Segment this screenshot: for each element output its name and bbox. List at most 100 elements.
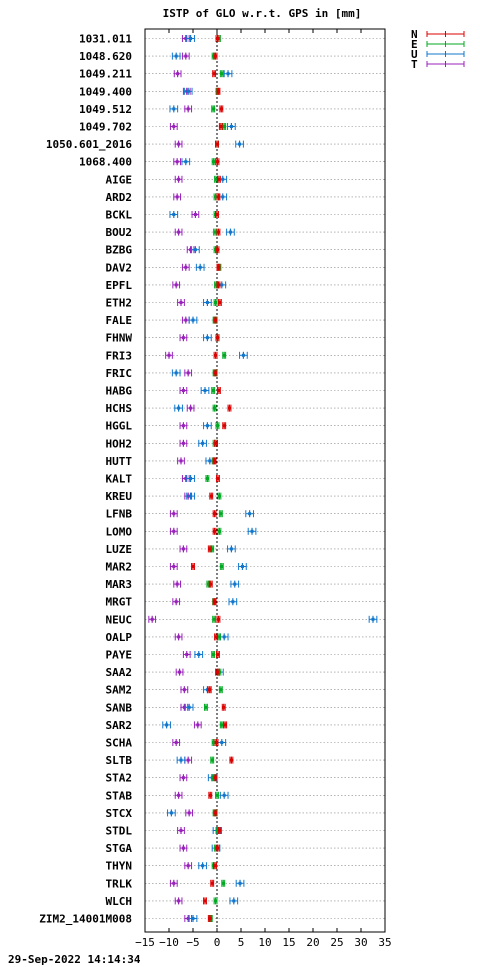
station-row-marks xyxy=(162,721,228,729)
x-tick-label: 30 xyxy=(354,936,367,949)
station-label: 1049.211 xyxy=(79,68,132,81)
station-labels: 1031.011 1048.620 1049.211 1049.400 1049.512… xyxy=(39,33,132,926)
point-u xyxy=(223,70,233,78)
point-u xyxy=(191,246,200,254)
station-label: BZBG xyxy=(106,244,133,257)
station-row-marks xyxy=(177,827,222,834)
station-label: DAV2 xyxy=(106,261,133,274)
station-row-marks xyxy=(148,615,378,623)
point-u xyxy=(217,739,227,746)
station-row-marks xyxy=(173,193,228,201)
point-u xyxy=(184,703,194,711)
point-e xyxy=(218,510,223,518)
station-label: LFNB xyxy=(106,508,133,521)
point-u xyxy=(167,809,176,817)
point-u xyxy=(245,510,254,518)
x-tick-label: 5 xyxy=(238,936,245,949)
point-n xyxy=(191,563,195,570)
station-label: HGGL xyxy=(106,420,133,433)
point-e xyxy=(215,422,220,430)
point-n xyxy=(207,686,212,694)
point-n xyxy=(218,123,223,130)
point-u xyxy=(186,35,195,42)
point-n xyxy=(215,844,220,852)
point-t xyxy=(180,686,189,694)
point-e xyxy=(211,158,216,166)
point-n xyxy=(213,774,218,782)
point-n xyxy=(208,791,213,799)
point-t xyxy=(184,369,193,377)
station-row-marks xyxy=(175,668,224,676)
station-row-marks xyxy=(181,316,218,324)
station-row-marks xyxy=(172,281,227,289)
station-label: STDL xyxy=(106,825,133,838)
station-label: STCX xyxy=(106,807,133,820)
station-row-marks xyxy=(172,739,227,746)
point-n xyxy=(223,721,228,729)
point-u xyxy=(227,123,236,130)
point-e xyxy=(222,123,227,130)
point-t xyxy=(177,299,185,306)
point-n xyxy=(216,281,221,289)
chart-title: ISTP of GLO w.r.t. GPS in [mm] xyxy=(163,7,362,20)
point-t xyxy=(173,158,182,166)
point-u xyxy=(174,404,183,412)
point-t xyxy=(185,809,194,817)
point-n xyxy=(217,827,222,834)
point-u xyxy=(219,633,229,641)
station-label: SCHA xyxy=(106,737,133,750)
point-u xyxy=(219,791,229,799)
point-t xyxy=(179,422,188,430)
station-label: MAR2 xyxy=(106,561,133,574)
point-n xyxy=(213,862,218,870)
point-e xyxy=(213,228,218,236)
point-e xyxy=(205,475,210,482)
x-tick-label: 0 xyxy=(214,936,221,949)
point-e xyxy=(222,351,227,359)
station-label: SAA2 xyxy=(106,666,133,679)
point-t xyxy=(177,827,185,834)
point-u xyxy=(171,52,181,60)
point-n xyxy=(216,615,221,623)
point-n xyxy=(203,897,207,905)
grid-lines xyxy=(145,38,385,919)
station-row-marks xyxy=(169,211,219,218)
point-u xyxy=(203,299,212,306)
point-u xyxy=(194,651,204,658)
station-row-marks xyxy=(181,263,222,271)
x-tick-label: 25 xyxy=(330,936,343,949)
point-u xyxy=(198,439,207,447)
point-t xyxy=(191,211,200,218)
x-axis: −15 −10 −5 0 5 10 15 20 25 30 35 xyxy=(135,29,392,949)
station-label: HUTT xyxy=(106,455,133,468)
point-n xyxy=(207,545,212,553)
station-row-marks xyxy=(174,404,232,412)
point-u xyxy=(238,563,247,570)
point-e xyxy=(212,615,217,623)
point-t xyxy=(172,281,181,289)
legend-label: U xyxy=(411,48,418,61)
station-label: FHNW xyxy=(106,332,133,345)
point-t xyxy=(173,70,182,78)
station-label: MAR3 xyxy=(106,578,133,591)
point-n xyxy=(216,263,221,271)
point-e xyxy=(219,70,224,78)
station-label: TRLK xyxy=(106,877,133,890)
station-row-marks xyxy=(176,756,234,764)
station-row-marks xyxy=(179,774,218,782)
station-label: SAM2 xyxy=(106,684,133,697)
station-row-marks xyxy=(174,228,235,236)
point-e xyxy=(217,527,222,535)
point-e xyxy=(215,791,219,799)
station-label: BOU2 xyxy=(106,226,133,239)
point-n xyxy=(213,809,218,817)
station-row-marks xyxy=(182,87,221,95)
station-label: WLCH xyxy=(106,895,133,908)
point-t xyxy=(181,316,190,324)
point-n xyxy=(214,739,219,746)
point-t xyxy=(181,263,190,271)
x-tick-label: 15 xyxy=(282,936,295,949)
point-u xyxy=(239,351,248,359)
station-label: FRIC xyxy=(106,367,133,380)
